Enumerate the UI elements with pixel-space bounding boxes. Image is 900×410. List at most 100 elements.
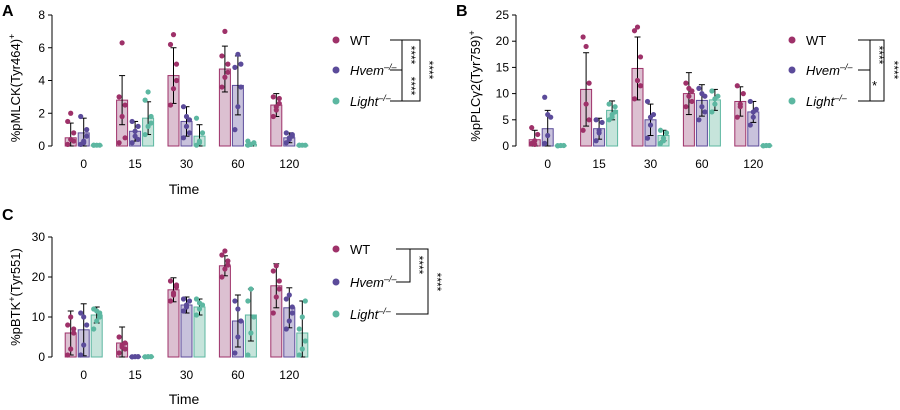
data-point-wt [71, 326, 77, 332]
legend-marker-light-c [332, 310, 340, 318]
data-point-light [91, 326, 97, 332]
data-point-hvem [180, 296, 187, 302]
data-point-light [91, 142, 97, 148]
data-point-wt [631, 28, 638, 34]
data-point-light [612, 104, 618, 110]
data-point-wt [222, 28, 228, 34]
data-point-hvem [593, 138, 599, 144]
data-point-hvem [183, 302, 190, 308]
data-point-hvem [183, 123, 190, 129]
data-point-wt [119, 113, 125, 120]
y-axis-label-b: %pPLCγ2(Tyr759)+ [467, 30, 483, 141]
data-point-light [94, 318, 100, 324]
plot-area-a: 0 2 4 6 8 0 15 30 60 120 [38, 8, 309, 171]
sig-bracket-wt-light-b [870, 39, 885, 102]
data-point-wt [167, 278, 174, 284]
data-point-light [196, 300, 203, 306]
x-axis-label-a: Time [169, 181, 200, 197]
data-point-light [660, 138, 667, 144]
data-point-wt [170, 86, 177, 92]
data-point-light [663, 130, 670, 136]
data-point-light [142, 354, 148, 360]
legend-label-wt: WT [350, 33, 370, 48]
data-point-wt [583, 43, 589, 50]
data-point-hvem [238, 61, 244, 67]
data-point-light [760, 143, 766, 149]
data-point-hvem [545, 111, 551, 118]
data-point-light [148, 354, 154, 360]
data-point-hvem [180, 308, 187, 314]
data-point-hvem [747, 122, 753, 128]
data-point-wt [535, 131, 541, 138]
data-point-wt [637, 54, 644, 60]
data-point-hvem [542, 140, 548, 146]
data-point-wt [586, 80, 592, 86]
data-point-wt [734, 114, 740, 120]
y-tick-label: 20 [32, 270, 46, 284]
data-point-wt [219, 252, 225, 258]
sig-stars-wt-hvem-c: **** [412, 256, 426, 275]
data-point-light [97, 142, 103, 148]
data-point-wt [122, 102, 128, 108]
data-point-hvem [596, 127, 602, 133]
data-point-hvem [696, 85, 702, 91]
data-point-wt [580, 127, 586, 133]
x-tick-label: 60 [231, 368, 245, 382]
data-point-hvem [696, 117, 702, 123]
data-point-wt [689, 98, 695, 105]
data-point-hvem [286, 318, 292, 324]
data-point-light [609, 114, 615, 120]
data-point-hvem [283, 140, 289, 146]
data-point-wt [683, 104, 689, 110]
data-point-hvem [750, 114, 756, 120]
data-point-hvem [699, 91, 705, 97]
data-point-hvem [78, 113, 84, 120]
y-tick-label: 2 [38, 106, 45, 120]
y-tick-label: 0 [38, 139, 45, 153]
data-point-wt [276, 278, 282, 284]
data-point-hvem [78, 352, 84, 358]
data-point-wt [740, 91, 746, 97]
legend-marker-wt-b [788, 36, 796, 44]
y-tick-label: 30 [32, 230, 46, 244]
data-point-wt [532, 141, 538, 148]
legend-marker-wt [332, 36, 340, 44]
data-point-light [709, 109, 715, 115]
data-point-wt [71, 130, 77, 136]
data-point-hvem [286, 136, 292, 143]
data-point-light [196, 306, 203, 312]
data-point-light [296, 142, 302, 148]
data-point-wt [68, 314, 74, 320]
data-point-light [606, 101, 612, 107]
data-point-light [248, 330, 254, 336]
panel-label-a: A [2, 3, 14, 20]
data-point-wt [119, 342, 125, 348]
sig-stars-hvem-light-b: * [872, 78, 877, 93]
data-point-hvem [235, 334, 241, 340]
data-point-hvem [235, 51, 241, 57]
data-point-hvem [186, 117, 193, 123]
data-point-hvem [702, 109, 708, 115]
data-point-wt [173, 61, 180, 67]
data-point-hvem [238, 318, 244, 324]
legend-label-light-c: Light–/– [350, 306, 392, 322]
data-point-wt [65, 141, 71, 147]
data-point-wt [583, 101, 589, 107]
data-point-hvem [647, 114, 654, 120]
sig-stars-wt-light-b: **** [887, 61, 900, 80]
data-point-wt [222, 248, 228, 254]
x-tick-label: 15 [128, 157, 142, 171]
data-point-wt [686, 85, 692, 91]
data-point-wt [270, 310, 276, 316]
data-point-hvem [545, 132, 551, 139]
data-point-wt [71, 330, 77, 336]
data-point-hvem [135, 354, 141, 360]
data-point-wt [65, 352, 71, 358]
data-point-hvem [132, 128, 138, 134]
data-point-wt [273, 263, 279, 269]
data-point-light [148, 120, 154, 126]
data-point-wt [116, 140, 122, 146]
data-point-light [561, 142, 567, 149]
data-point-wt [116, 350, 122, 356]
